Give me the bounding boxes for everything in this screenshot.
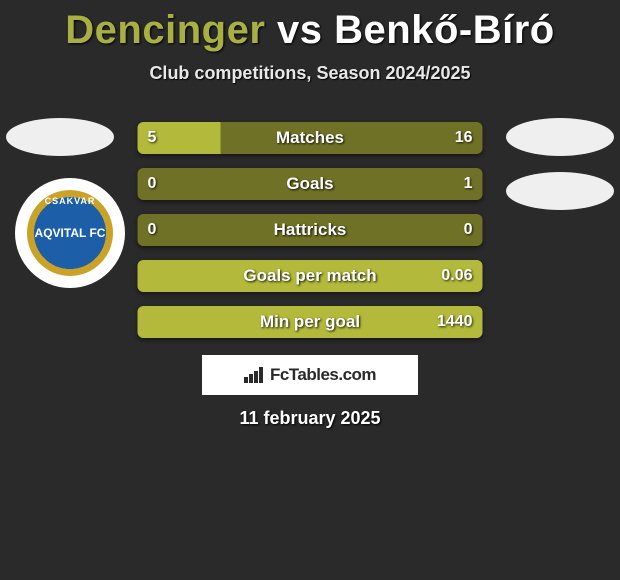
stat-label: Hattricks bbox=[138, 220, 483, 240]
stats-bars: 516Matches 01Goals 00Hattricks 0.06Goals pe… bbox=[138, 122, 483, 338]
player1-club-badge bbox=[15, 178, 125, 288]
date-text: 11 february 2025 bbox=[0, 408, 620, 429]
stat-bar: 01Goals bbox=[138, 168, 483, 200]
attribution-box[interactable]: FcTables.com bbox=[202, 355, 418, 395]
player2-name: Benkő-Bíró bbox=[334, 8, 555, 52]
player2-club-placeholder bbox=[506, 172, 614, 210]
stat-bar: 516Matches bbox=[138, 122, 483, 154]
stat-bar: 00Hattricks bbox=[138, 214, 483, 246]
stat-label: Matches bbox=[138, 128, 483, 148]
stat-label: Goals bbox=[138, 174, 483, 194]
vs-text: vs bbox=[277, 8, 323, 52]
player1-avatar-placeholder bbox=[6, 118, 114, 156]
stat-label: Min per goal bbox=[138, 312, 483, 332]
player1-name: Dencinger bbox=[65, 8, 265, 52]
stat-bar: 0.06Goals per match bbox=[138, 260, 483, 292]
comparison-title: Dencinger vs Benkő-Bíró bbox=[0, 0, 620, 53]
stat-bar: 1440Min per goal bbox=[138, 306, 483, 338]
club-badge-ring bbox=[27, 190, 113, 276]
player2-avatar-placeholder bbox=[506, 118, 614, 156]
subtitle: Club competitions, Season 2024/2025 bbox=[0, 63, 620, 84]
bar-chart-icon bbox=[244, 367, 266, 383]
stat-label: Goals per match bbox=[138, 266, 483, 286]
attribution-text: FcTables.com bbox=[270, 365, 376, 385]
